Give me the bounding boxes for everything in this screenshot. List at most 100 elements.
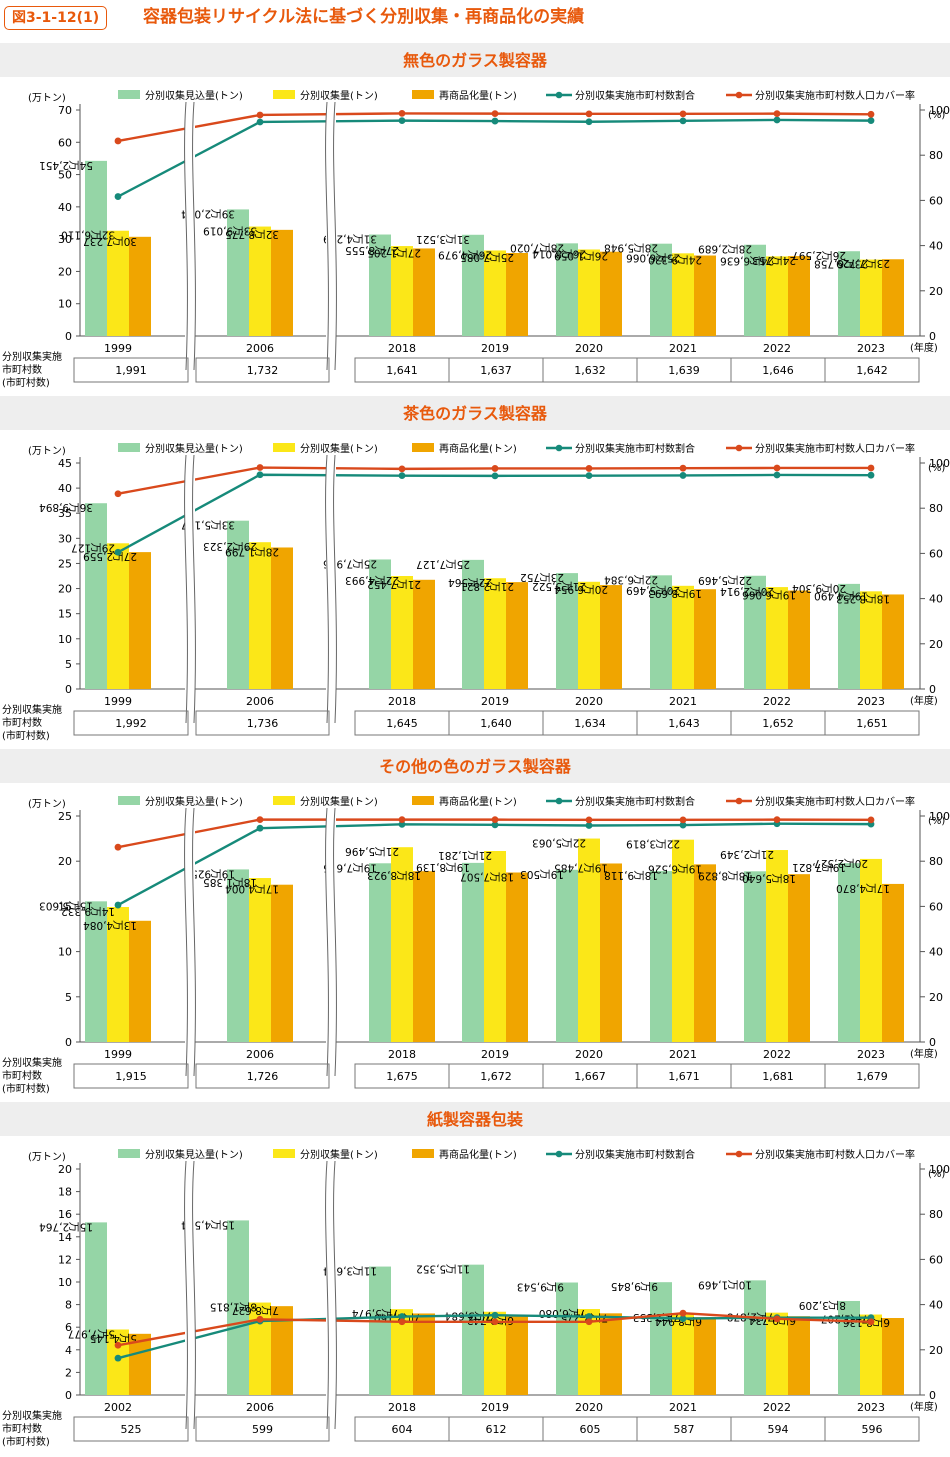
legend-item: 再商品化量(トン) bbox=[412, 795, 517, 808]
bar-data-label: 29万127 bbox=[71, 541, 115, 553]
left-tick-label: 30 bbox=[58, 233, 72, 246]
table-cell-value: 1,645 bbox=[386, 717, 418, 730]
panel-title-band bbox=[0, 1102, 950, 1136]
panel-title: 無色のガラス製容器 bbox=[403, 51, 548, 70]
legend-label: 分別収集量(トン) bbox=[300, 442, 378, 455]
bar-collected bbox=[391, 1309, 413, 1395]
legend-label: 分別収集実施市町村数人口カバー率 bbox=[755, 442, 915, 455]
bar-recycled bbox=[788, 256, 810, 336]
axis-break-gap bbox=[326, 106, 336, 372]
bar-planned bbox=[556, 869, 578, 1042]
rate-point bbox=[773, 471, 781, 479]
bar-recycled bbox=[506, 1316, 528, 1395]
bar-data-label: 18万7,507 bbox=[460, 870, 514, 882]
rate-point bbox=[773, 116, 781, 124]
bar-data-label: 18万1,385 bbox=[203, 876, 257, 888]
right-tick-label: 20 bbox=[929, 991, 943, 1004]
right-axis-unit: (%) bbox=[928, 1169, 945, 1180]
coverage-point bbox=[773, 464, 781, 472]
table-cell-value: 1,637 bbox=[480, 364, 512, 377]
legend-item: 分別収集実施市町村数割合 bbox=[546, 795, 695, 808]
left-tick-label: 45 bbox=[58, 457, 72, 470]
left-tick-label: 10 bbox=[58, 1276, 72, 1289]
bar-data-label: 9万9,543 bbox=[517, 1281, 564, 1293]
x-category-label: 2018 bbox=[388, 342, 416, 355]
panel-title-band bbox=[0, 43, 950, 77]
table-cell-value: 1,652 bbox=[762, 717, 794, 730]
table-cell-value: 1,671 bbox=[668, 1070, 700, 1083]
coverage-point bbox=[114, 137, 122, 145]
bar-data-label: 17万4,004 bbox=[225, 883, 279, 895]
legend-item: 分別収集実施市町村数割合 bbox=[546, 89, 695, 102]
bar-data-label: 18万8,253 bbox=[836, 592, 890, 604]
rate-point bbox=[585, 118, 593, 126]
right-tick-label: 20 bbox=[929, 1344, 943, 1357]
rate-point bbox=[256, 824, 264, 832]
coverage-point bbox=[585, 816, 593, 824]
legend-label: 分別収集見込量(トン) bbox=[145, 442, 243, 455]
bar-recycled bbox=[413, 871, 435, 1042]
legend-label: 分別収集実施市町村数割合 bbox=[575, 89, 695, 102]
bar-data-label: 28万5,948 bbox=[604, 242, 658, 254]
rate-point bbox=[256, 118, 264, 126]
table-cell-value: 1,667 bbox=[574, 1070, 606, 1083]
axis-break-mark bbox=[325, 454, 329, 724]
right-tick-label: 40 bbox=[929, 1299, 943, 1312]
bar-recycled bbox=[600, 585, 622, 689]
bar-recycled bbox=[882, 1318, 904, 1395]
bar-data-label: 8万1,815 bbox=[210, 1301, 257, 1313]
bar-data-label: 28万7,020 bbox=[510, 241, 564, 253]
bar-data-label: 5万4,145 bbox=[90, 1332, 137, 1344]
bar-recycled bbox=[129, 236, 151, 336]
figure-title: 容器包装リサイクル法に基づく分別収集・再商品化の実績 bbox=[143, 7, 585, 27]
left-tick-label: 6 bbox=[65, 1321, 72, 1334]
table-cell-value: 1,675 bbox=[386, 1070, 418, 1083]
table-header-line3: (市町村数) bbox=[2, 1435, 50, 1448]
bar-data-label: 25万7,085 bbox=[460, 251, 514, 263]
legend-item: 再商品化量(トン) bbox=[412, 1148, 517, 1161]
coverage-point bbox=[867, 110, 875, 118]
axis-break-mark bbox=[192, 1160, 196, 1430]
legend-item: 分別収集量(トン) bbox=[273, 89, 378, 102]
rate-line bbox=[117, 473, 872, 554]
axis-break-mark bbox=[333, 807, 337, 1077]
table-header-line2: 市町村数 bbox=[2, 1422, 42, 1435]
bar-data-label: 6万8,944 bbox=[654, 1315, 702, 1327]
legend-item: 分別収集量(トン) bbox=[273, 795, 378, 808]
rate-point bbox=[398, 1313, 406, 1320]
bar-data-label: 15万2,764 bbox=[39, 1220, 93, 1232]
left-tick-label: 8 bbox=[65, 1299, 72, 1312]
rate-point bbox=[679, 472, 687, 479]
legend-marker bbox=[735, 1150, 743, 1158]
bar-planned bbox=[85, 901, 107, 1042]
bar-planned bbox=[838, 583, 860, 689]
table-cell-value: 1,642 bbox=[856, 364, 888, 377]
table-cell bbox=[195, 1416, 330, 1442]
coverage-point bbox=[256, 464, 264, 471]
bar-data-label: 32万8,775 bbox=[225, 228, 279, 240]
coverage-line bbox=[117, 1311, 872, 1347]
table-header-line1: 分別収集実施 bbox=[2, 1409, 62, 1422]
legend-label: 分別収集見込量(トン) bbox=[145, 795, 243, 808]
left-tick-label: 5 bbox=[65, 658, 72, 671]
table-cell-value: 1,641 bbox=[386, 364, 418, 377]
legend-marker bbox=[555, 797, 563, 805]
legend-label: 分別収集見込量(トン) bbox=[145, 89, 243, 102]
bar-recycled bbox=[506, 872, 528, 1042]
bar-data-label: 54万2,451 bbox=[39, 159, 93, 171]
bar-collected bbox=[484, 578, 506, 689]
right-tick-label: 60 bbox=[929, 900, 943, 913]
coverage-point bbox=[679, 816, 687, 824]
coverage-point bbox=[773, 110, 781, 118]
bar-planned bbox=[556, 1282, 578, 1395]
bar-data-label: 21万2,349 bbox=[720, 848, 774, 860]
legend-item: 分別収集実施市町村数人口カバー率 bbox=[726, 1148, 915, 1161]
x-axis-unit: (年度) bbox=[910, 694, 938, 707]
table-cell bbox=[73, 1416, 189, 1442]
legend-item: 分別収集実施市町村数人口カバー率 bbox=[726, 442, 915, 455]
legend-item: 分別収集見込量(トン) bbox=[118, 795, 243, 808]
x-category-label: 2023 bbox=[857, 342, 885, 355]
x-category-label: 2006 bbox=[246, 342, 274, 355]
bar-recycled bbox=[129, 552, 151, 689]
